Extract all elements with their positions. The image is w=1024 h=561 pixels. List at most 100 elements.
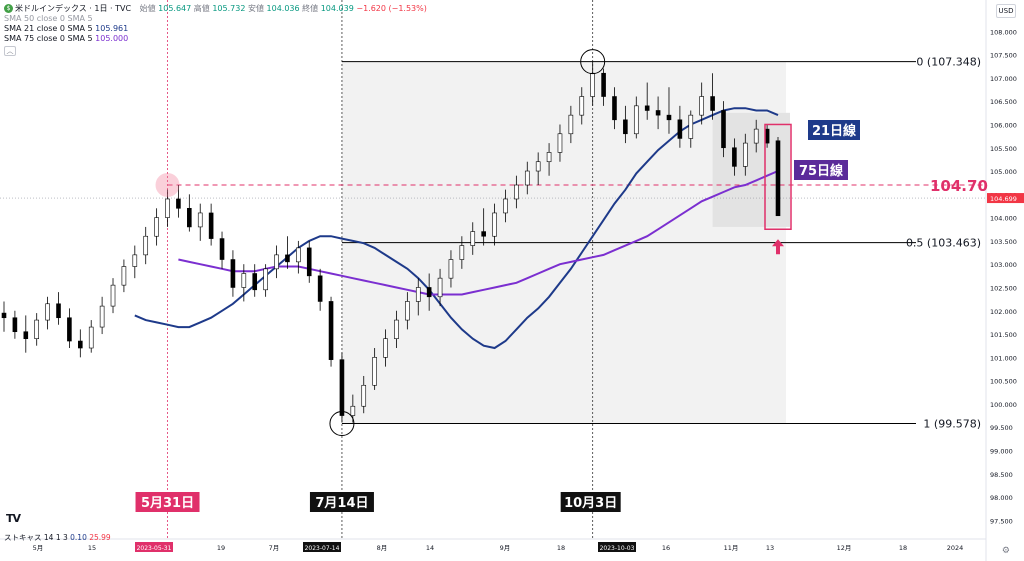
x-tick-label: 18	[557, 544, 565, 552]
high-value: 105.732	[212, 4, 246, 13]
candle-body	[524, 170, 530, 186]
sma75-legend[interactable]: SMA 75 close 0 SMA 5 105.000	[4, 34, 129, 43]
x-tick-label: 18	[899, 544, 907, 552]
x-tick-label: 2023-10-03	[600, 545, 635, 552]
candle-body	[176, 198, 181, 209]
chevron-up-icon[interactable]: ︿	[4, 46, 16, 56]
symbol-title[interactable]: 米ドルインデックス · 1日 · TVC	[15, 4, 132, 13]
change-value: −1.620 (−1.53%)	[356, 4, 427, 13]
candle-body	[579, 96, 585, 116]
x-tick-label: 5月	[33, 544, 44, 552]
candle-body	[252, 273, 258, 291]
x-tick-label: 2023-07-14	[305, 545, 340, 552]
candle-body	[655, 110, 661, 116]
candle-body	[677, 119, 683, 139]
symbol-badge-icon: $	[4, 4, 13, 13]
candle-body	[481, 231, 486, 237]
candle-body	[12, 317, 18, 333]
label-oct3-bg	[560, 492, 621, 512]
candle-body	[459, 245, 465, 260]
label-may31: 5月31日	[141, 496, 194, 511]
candle-body	[361, 384, 367, 407]
x-tick-label: 2023-05-31	[137, 545, 172, 552]
label-ma21: 21日線	[812, 123, 857, 139]
candle-body	[350, 405, 356, 416]
candle-body	[612, 96, 617, 121]
candle-body	[1, 312, 7, 319]
candle-body	[470, 231, 476, 246]
x-tick-label: 2024	[947, 544, 964, 552]
y-tick-label: 108.000	[990, 28, 1017, 36]
y-tick-label: 98.000	[990, 494, 1013, 502]
candle-body	[241, 273, 247, 288]
candle-body	[590, 72, 595, 97]
candle-body	[230, 259, 236, 288]
currency-button[interactable]: USD	[996, 4, 1016, 18]
label-ma75: 75日線	[799, 163, 844, 179]
candle-body	[448, 259, 454, 279]
x-tick-label: 11月	[724, 544, 739, 552]
x-tick-highlight	[598, 542, 636, 552]
candle-body	[23, 331, 29, 340]
candle-body	[426, 287, 432, 298]
fib-label-0: 0 (107.348)	[916, 56, 981, 69]
last-price-tag-label: 104.699	[990, 195, 1017, 203]
candle-body	[633, 105, 639, 135]
candle-body	[263, 268, 268, 291]
tradingview-logo: TV	[6, 512, 21, 525]
y-tick-label: 102.500	[990, 284, 1017, 292]
jul14-low-circle	[329, 411, 355, 437]
y-tick-label: 106.500	[990, 98, 1017, 106]
oct3-high-circle	[580, 49, 606, 75]
label-may31-bg	[135, 492, 200, 512]
candle-body	[78, 340, 83, 349]
y-tick-label: 103.000	[990, 261, 1017, 269]
y-tick-label: 105.500	[990, 145, 1017, 153]
candle-body	[219, 238, 225, 260]
y-tick-label: 106.000	[990, 121, 1017, 129]
fib-label-1: 0.5 (103.463)	[906, 237, 981, 250]
candle-body	[437, 277, 443, 298]
candle-body	[710, 96, 715, 111]
candle-body	[187, 207, 192, 228]
label-oct3: 10月3日	[564, 496, 617, 511]
y-tick-label: 101.000	[990, 354, 1017, 362]
candle-body	[732, 147, 737, 167]
candle-body	[67, 317, 72, 342]
candle-body	[165, 198, 170, 218]
fib-label-2: 1 (99.578)	[923, 418, 981, 431]
y-tick-label: 102.000	[990, 308, 1017, 316]
x-tick-label: 12月	[837, 544, 852, 552]
candle-body	[306, 247, 312, 277]
candle-body	[372, 357, 377, 386]
may31-high-circle	[155, 173, 180, 198]
y-tick-label: 104.000	[990, 215, 1017, 223]
y-tick-label: 103.500	[990, 238, 1017, 246]
candle-body	[688, 114, 694, 139]
candle-body	[415, 287, 421, 302]
stochastic-legend[interactable]: ストキャス 14 1 3 0.10 25.99	[4, 533, 111, 542]
candle-body	[666, 114, 672, 121]
last-price-tag	[987, 193, 1024, 204]
y-tick-label: 100.000	[990, 401, 1017, 409]
y-tick-label: 99.500	[990, 424, 1013, 432]
sma-line-sma21	[134, 107, 779, 350]
candle-body	[274, 254, 279, 270]
candle-body	[742, 142, 748, 167]
x-tick-label: 19	[217, 544, 225, 552]
sma21-legend[interactable]: SMA 21 close 0 SMA 5 105.961	[4, 24, 129, 33]
candle-body	[535, 161, 541, 172]
x-tick-label: 16	[662, 544, 670, 552]
sma50-legend[interactable]: SMA 50 close 0 SMA 5	[4, 14, 93, 23]
close-value: 104.039	[320, 4, 354, 13]
candle-body	[132, 254, 138, 267]
up-arrow-icon	[772, 239, 784, 255]
low-value: 104.036	[266, 4, 300, 13]
candle-body	[88, 326, 94, 349]
x-tick-highlight	[135, 542, 173, 552]
x-tick-label: 7月	[269, 544, 280, 552]
gear-icon[interactable]: ⚙	[1001, 546, 1010, 556]
candle-body	[546, 152, 552, 163]
y-tick-label: 105.000	[990, 168, 1017, 176]
